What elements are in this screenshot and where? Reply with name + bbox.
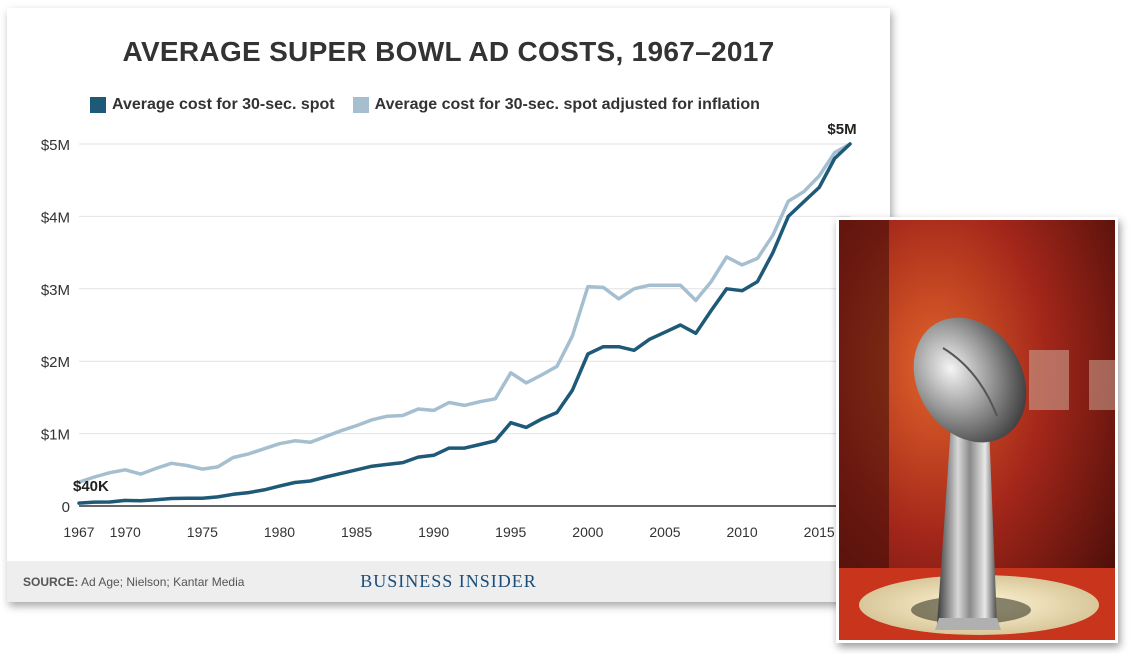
y-tick-label: $3M (41, 282, 70, 299)
x-tick-label: 1975 (187, 524, 218, 540)
data-label-start: $40K (73, 478, 109, 495)
trophy-photo (839, 220, 1115, 640)
x-tick-label: 1995 (495, 524, 526, 540)
y-tick-label: 0 (62, 499, 70, 516)
source-label: SOURCE: (23, 575, 79, 589)
legend-swatch-nominal (90, 97, 106, 113)
y-tick-label: $1M (41, 427, 70, 444)
axis-layer: 0 $1M $2M $3M $4M $5M 1967 1970 1975 1980 1985 1990… (41, 137, 836, 540)
data-label-end: $5M (827, 121, 856, 138)
brand-logo: BUSINESS INSIDER (360, 571, 537, 591)
x-tick-label: 2005 (649, 524, 680, 540)
x-tick-label: 2015 (804, 524, 835, 540)
x-tick-label: 1970 (110, 524, 141, 540)
chart-plot: 0 $1M $2M $3M $4M $5M 1967 1970 1975 1980 1985 1990… (41, 121, 857, 540)
trophy-stand (937, 425, 997, 625)
trophy-football (913, 317, 1027, 443)
x-tick-label: 1980 (264, 524, 295, 540)
x-tick-label: 1990 (418, 524, 449, 540)
y-tick-label: $4M (41, 209, 70, 226)
line-layer (77, 142, 852, 505)
chart-card: AVERAGE SUPER BOWL AD COSTS, 1967–2017 A… (7, 8, 890, 602)
legend-item-inflation: Average cost for 30-sec. spot adjusted f… (352, 96, 760, 114)
wall-frame (1029, 350, 1069, 410)
chart-legend: Average cost for 30-sec. spot Average co… (90, 96, 778, 114)
label-layer: $40K $5M (73, 121, 857, 495)
x-tick-label: 2000 (572, 524, 603, 540)
x-tick-label: 1967 (63, 524, 94, 540)
chart-title: AVERAGE SUPER BOWL AD COSTS, 1967–2017 (122, 36, 775, 67)
legend-label-inflation: Average cost for 30-sec. spot adjusted f… (374, 96, 760, 113)
legend-item-nominal: Average cost for 30-sec. spot (90, 96, 335, 114)
source-text: Ad Age; Nielson; Kantar Media (78, 575, 245, 589)
legend-label-nominal: Average cost for 30-sec. spot (112, 96, 335, 113)
source-note: SOURCE: Ad Age; Nielson; Kantar Media (23, 575, 244, 589)
x-tick-label: 2010 (726, 524, 757, 540)
grid-layer (79, 143, 850, 435)
legend-swatch-inflation (352, 97, 369, 113)
series-line-nominal (77, 142, 852, 505)
chart-footer: SOURCE: Ad Age; Nielson; Kantar Media BU… (7, 561, 890, 602)
trophy-photo-card (836, 217, 1118, 643)
y-tick-label: $2M (41, 354, 70, 371)
y-tick-label: $5M (41, 137, 70, 154)
x-tick-label: 1985 (341, 524, 372, 540)
series-line-inflation (77, 142, 852, 484)
